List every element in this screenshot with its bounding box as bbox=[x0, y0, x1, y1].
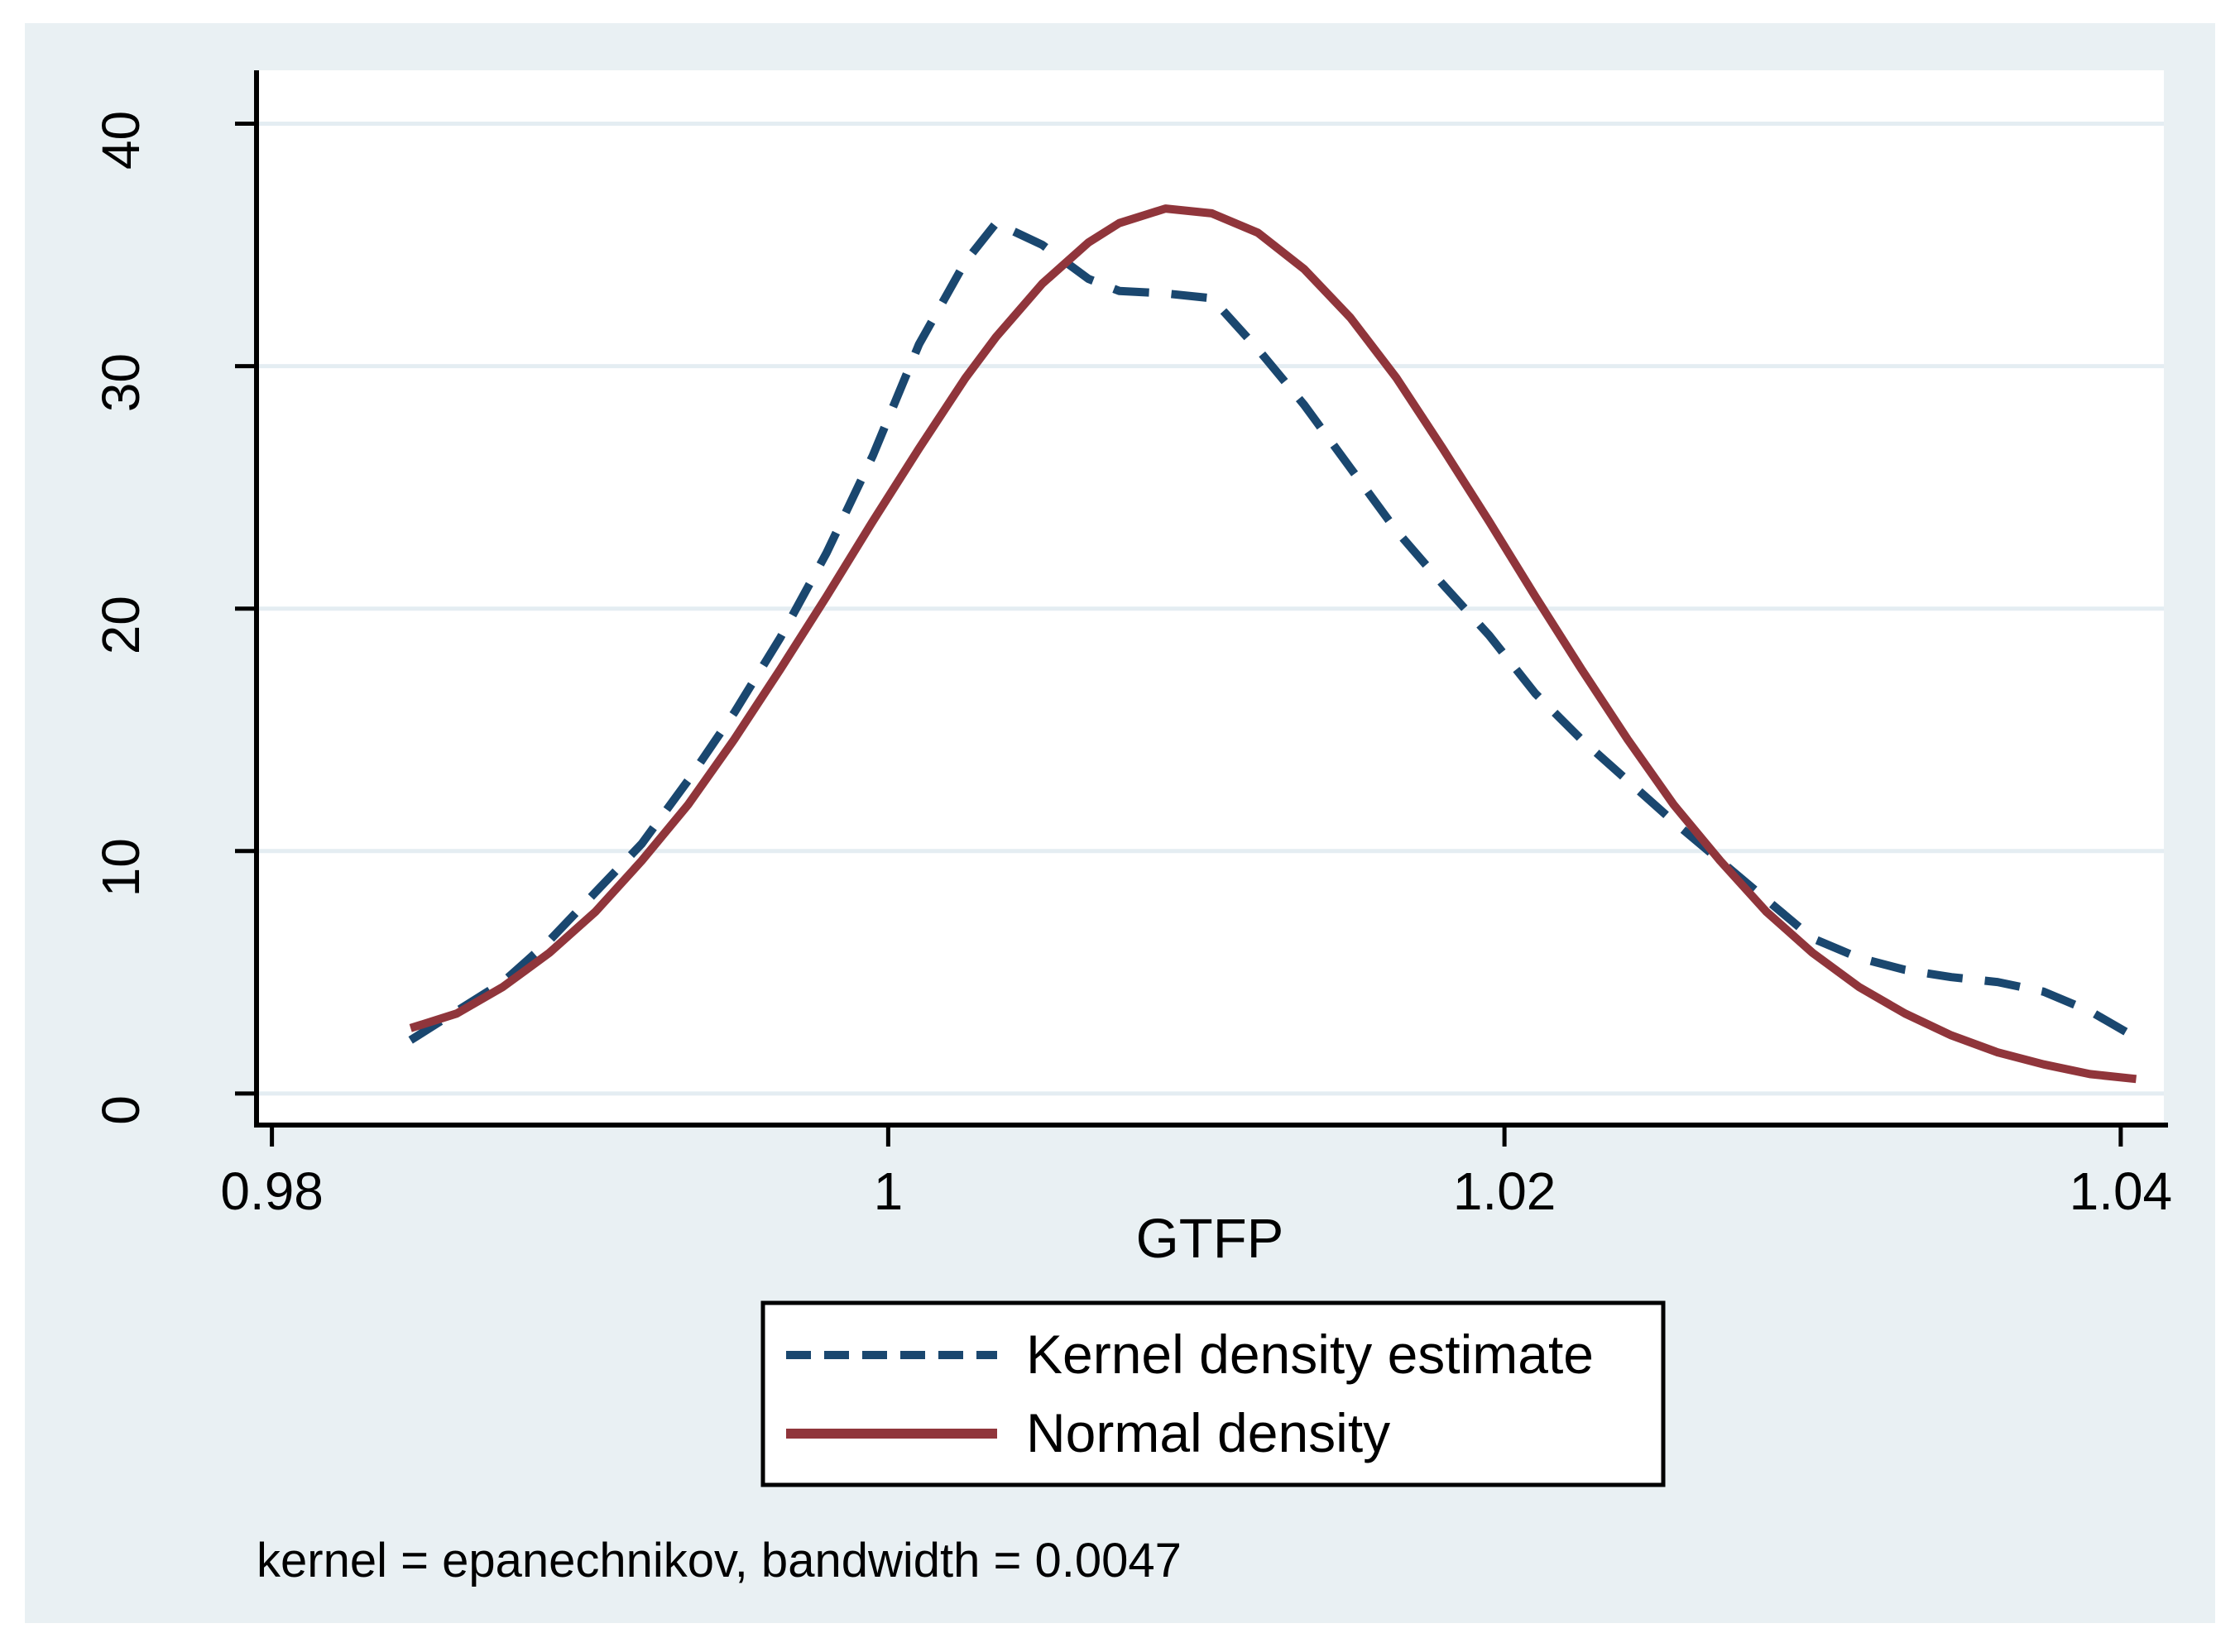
x-ticks bbox=[270, 1125, 2123, 1147]
legend: Kernel density estimate Normal density bbox=[760, 1300, 1666, 1487]
series-line-0 bbox=[408, 218, 2139, 1044]
series-line-1 bbox=[409, 204, 2137, 1084]
x-axis-title: GTFP bbox=[1136, 1208, 1284, 1270]
x-tick-label: 1.02 bbox=[1453, 1161, 1556, 1221]
y-tick-label: 10 bbox=[91, 838, 151, 897]
chart-note: kernel = epanechnikov, bandwidth = 0.004… bbox=[257, 1534, 1182, 1587]
y-tick-label: 40 bbox=[91, 111, 151, 170]
legend-box bbox=[760, 1300, 1666, 1487]
x-tick-labels: 0.98 1 1.02 1.04 bbox=[220, 1161, 2172, 1221]
y-ticks bbox=[235, 121, 257, 1096]
series-lines bbox=[408, 204, 2139, 1084]
x-tick-label: 0.98 bbox=[220, 1161, 324, 1221]
x-tick-label: 1 bbox=[874, 1161, 904, 1221]
y-tick-label: 0 bbox=[91, 1095, 151, 1125]
legend-label-kernel-density: Kernel density estimate bbox=[1026, 1324, 1594, 1385]
y-tick-label: 20 bbox=[91, 596, 151, 654]
y-gridlines bbox=[258, 121, 2164, 1096]
x-tick-label: 1.04 bbox=[2070, 1161, 2173, 1221]
legend-label-normal-density: Normal density bbox=[1026, 1402, 1390, 1463]
y-tick-label: 30 bbox=[91, 353, 151, 412]
y-tick-labels: 0 10 20 30 40 bbox=[91, 111, 151, 1125]
